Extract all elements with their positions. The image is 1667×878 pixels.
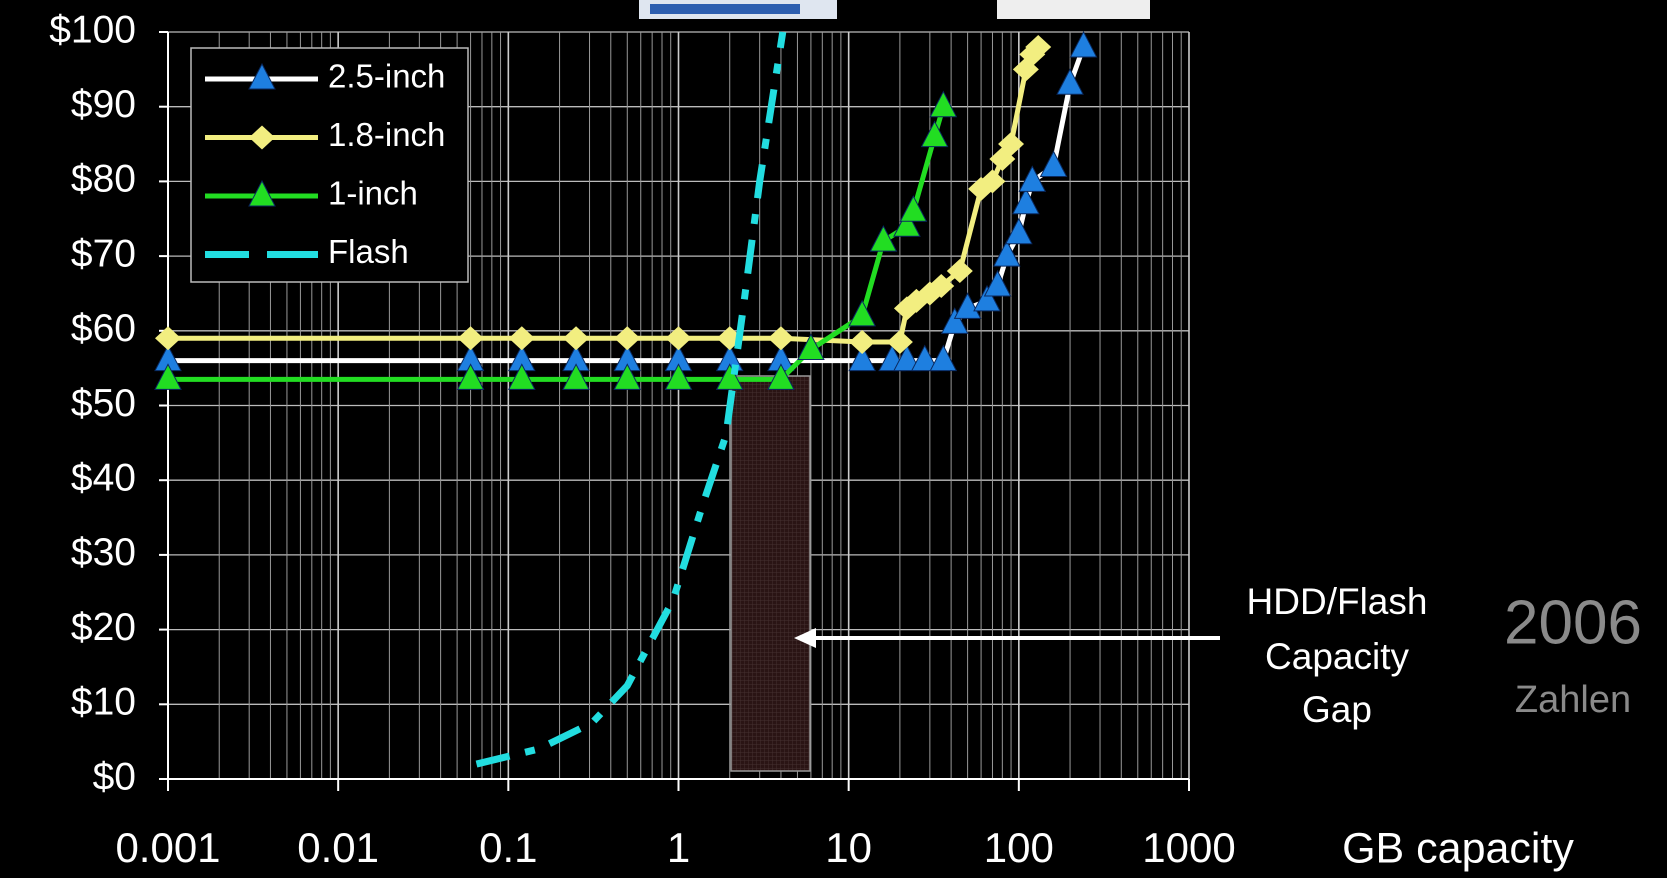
marker <box>946 259 973 284</box>
marker <box>1056 68 1084 95</box>
marker <box>508 326 535 351</box>
year-sub: Zahlen <box>1515 679 1631 721</box>
legend-label: Flash <box>328 233 409 270</box>
marker <box>848 299 876 327</box>
marker <box>848 344 876 372</box>
legend-label: 1.8-inch <box>328 116 445 153</box>
series-line <box>475 31 787 768</box>
marker <box>767 363 795 390</box>
marker <box>983 269 1012 297</box>
marker <box>715 363 744 390</box>
annotation: Gap <box>1302 689 1372 730</box>
legend-box <box>190 47 469 283</box>
annotation: Capacity <box>1265 636 1409 677</box>
marker <box>614 326 641 351</box>
marker <box>1005 217 1033 245</box>
legend-label: 1-inch <box>328 175 418 212</box>
marker <box>456 363 485 390</box>
marker <box>1012 187 1040 215</box>
y-tick-label: $60 <box>71 307 136 350</box>
marker <box>248 62 276 90</box>
year-note: 2006 <box>1504 588 1642 657</box>
marker <box>1018 165 1047 192</box>
y-tick-label: $50 <box>71 382 136 425</box>
y-tick-label: $100 <box>49 8 136 51</box>
marker <box>457 326 484 351</box>
x-axis-label: GB capacity <box>1342 824 1574 872</box>
legend-label: 2.5-inch <box>328 58 445 95</box>
marker <box>613 363 642 390</box>
marker <box>797 333 825 360</box>
x-tick-label: 0.01 <box>297 824 379 871</box>
marker <box>507 363 536 390</box>
logo-detail <box>650 4 800 14</box>
plot <box>154 30 1098 768</box>
y-tick-label: $30 <box>71 531 136 574</box>
marker <box>929 344 958 372</box>
annotation: HDD/Flash <box>1247 581 1428 622</box>
y-tick-label: $20 <box>71 606 136 649</box>
y-tick-label: $90 <box>71 83 136 126</box>
marker <box>155 326 181 351</box>
marker <box>563 326 590 351</box>
marker <box>249 125 275 150</box>
marker <box>998 132 1025 157</box>
marker <box>979 169 1006 194</box>
marker <box>849 330 876 355</box>
legend: 2.5-inch 1.8-inch 1-inch Flash <box>190 47 469 283</box>
marker <box>248 179 276 207</box>
x-tick-label: 1 <box>667 824 690 871</box>
marker <box>940 307 969 334</box>
x-tick-label: 1000 <box>1142 824 1235 871</box>
marker <box>1039 150 1068 177</box>
marker <box>886 330 913 355</box>
y-tick-label: $70 <box>71 232 136 275</box>
marker <box>893 344 921 372</box>
marker <box>1069 30 1098 58</box>
y-tick-label: $40 <box>71 456 136 499</box>
arrow-head <box>794 628 816 648</box>
y-tick-label: $80 <box>71 158 136 201</box>
marker <box>953 292 982 319</box>
x-tick-label: 0.001 <box>115 824 220 871</box>
marker <box>973 284 1001 312</box>
marker <box>992 240 1021 267</box>
marker <box>910 344 939 372</box>
marker <box>1025 34 1052 59</box>
marker <box>665 326 692 351</box>
x-tick-label: 0.1 <box>479 824 537 871</box>
y-tick-label: $0 <box>93 755 136 798</box>
capacity-gap <box>730 375 811 772</box>
marker <box>154 363 182 390</box>
marker <box>767 326 794 351</box>
marker <box>562 363 590 390</box>
marker <box>920 120 949 148</box>
x-tick-label: 100 <box>984 824 1054 871</box>
marker <box>899 195 928 222</box>
logo <box>997 0 1150 19</box>
x-tick-label: 10 <box>825 824 872 871</box>
y-tick-label: $10 <box>71 681 136 724</box>
marker <box>869 225 898 252</box>
marker <box>893 210 921 237</box>
marker <box>664 363 693 390</box>
marker <box>929 90 958 118</box>
marker <box>928 273 955 298</box>
